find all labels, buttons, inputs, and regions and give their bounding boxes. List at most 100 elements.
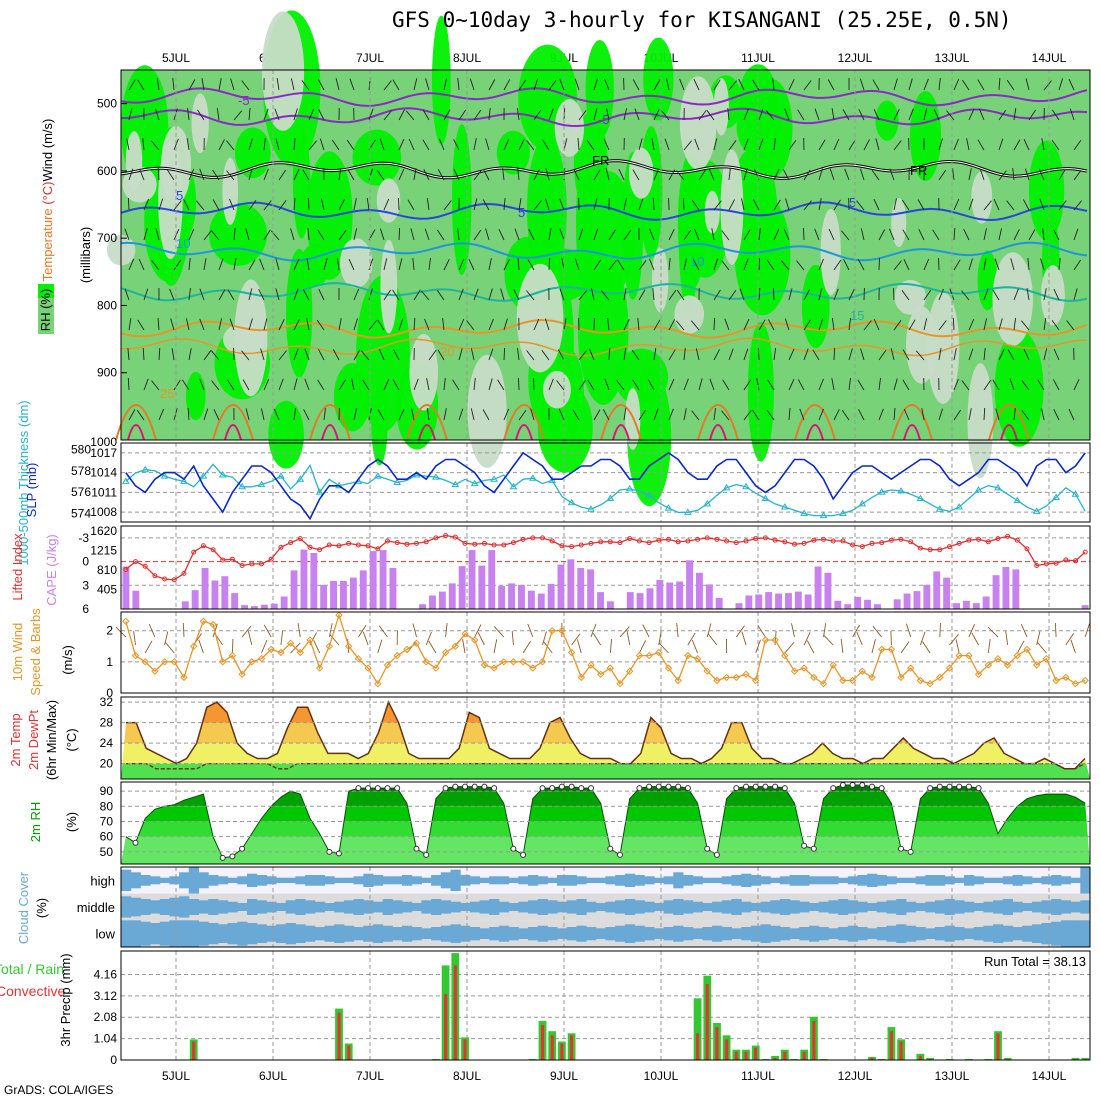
wind-barb [998,349,1005,361]
li-marker [191,549,197,555]
precip-total-bar [1071,1057,1080,1060]
cloud-bar [750,925,762,942]
wind-barb [983,258,987,271]
cloud-bar [179,896,190,918]
surface-wind-barb [148,624,156,638]
warm-contour [212,404,254,441]
wind-barb [632,379,640,391]
wind-barb [1053,409,1060,421]
wind-barb [977,139,985,151]
thickness-marker [780,503,789,510]
wind-barb [676,320,685,331]
wind-barb [263,138,266,151]
li-line [125,534,1086,581]
wind-barb [961,290,970,301]
cloud-bar [363,925,374,942]
surface-wind-barb [840,639,844,654]
wind-barb [632,79,640,91]
thickness-marker [664,504,673,511]
surface-wind-barb [241,625,252,638]
wind-barb [923,318,928,331]
wind-barb [411,408,415,421]
wind-barb [151,260,160,271]
precip-tick-label: 2.08 [94,1010,118,1024]
wind-barb [185,318,190,331]
wind-barb [772,287,775,301]
rh-high-area [208,203,268,266]
cloud-bar [528,875,539,886]
rh-low-area [125,131,143,191]
wind-speed-marker [238,670,246,679]
hot-contour [903,424,921,441]
surface-wind-barb [297,623,301,638]
wind-barb [458,408,464,421]
wind-barb [668,289,677,301]
wind-barb [788,348,795,361]
rh-marker [384,785,391,792]
li-marker [830,538,836,544]
li-marker [995,536,1001,542]
wind-barb [293,168,300,181]
wind-speed-marker [151,667,159,675]
wind-barb [962,79,970,91]
precip-convective-bar [550,1035,554,1060]
hot-contour [224,424,242,441]
wind-barb [647,379,655,391]
wind-barb [593,108,598,121]
wind-barb [773,228,780,241]
cloud-bar [615,900,626,914]
li-tick-label: -3 [78,531,89,545]
wind-barb [683,378,689,391]
precip-convective-bar [725,1039,729,1060]
li-marker [152,573,158,579]
wind-barb [693,78,700,91]
wind-barb [172,78,175,91]
wind-speed-marker [500,658,508,666]
wind-barb [413,168,417,181]
wind-barb [889,168,895,181]
cloud-bar [285,923,296,945]
cloud-bar [712,925,723,942]
wind-barb [203,230,212,241]
wind-barb [379,138,385,151]
li-marker [452,534,458,540]
wind-barb [199,168,205,181]
cape-bar [834,600,842,609]
thickness-marker [839,509,847,516]
thickness-marker [683,508,692,515]
slp-tick-label: 1017 [90,446,117,460]
wind-barb [953,78,960,91]
wind-barb [473,229,482,241]
wind-barb [559,288,565,301]
wind-barb [788,288,793,301]
wind-barb [338,168,342,181]
wind-barb [607,318,610,331]
wind-barb [983,288,989,301]
wind-barb [527,259,535,271]
isotherm-line [120,241,1088,262]
wind-barb [227,289,235,301]
warm-contour [600,404,642,441]
wind-barb [263,229,271,241]
surface-wind-barb [971,632,979,646]
rh-band [121,836,1090,864]
wind-speed-marker [645,651,653,660]
wind-barb [227,379,235,391]
cloud-bar [169,897,180,917]
wind-barb [902,379,910,391]
wind-barb [422,139,430,151]
wind-barb [188,228,195,241]
wind-barb [336,258,340,271]
wind-speed-marker [703,667,711,675]
wind-speed-marker [819,679,828,688]
rh-high-area [1028,140,1065,240]
wind-barb [766,110,775,121]
wind-barb [1041,408,1045,421]
wind-barb [953,409,961,421]
wind-barb [683,140,692,151]
wind-barb [158,408,165,421]
wind-barb [559,228,565,241]
cloud-bar [334,924,345,943]
cloud-bar [402,875,413,886]
thickness-marker [141,465,150,473]
